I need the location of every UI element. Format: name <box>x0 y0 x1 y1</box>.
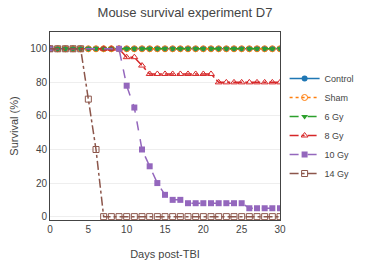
svg-text:14 Gy: 14 Gy <box>325 169 350 179</box>
svg-text:100: 100 <box>30 43 47 54</box>
svg-text:80: 80 <box>36 77 48 88</box>
svg-text:25: 25 <box>236 224 248 235</box>
svg-text:0: 0 <box>41 211 47 222</box>
svg-text:5: 5 <box>86 224 92 235</box>
svg-text:30: 30 <box>274 224 286 235</box>
svg-text:60: 60 <box>36 110 48 121</box>
svg-text:Days post-TBI: Days post-TBI <box>130 248 200 260</box>
svg-text:Sham: Sham <box>325 93 349 103</box>
svg-text:20: 20 <box>198 224 210 235</box>
svg-text:Mouse survival experiment D7: Mouse survival experiment D7 <box>98 5 273 20</box>
svg-text:8 Gy: 8 Gy <box>325 131 345 141</box>
svg-text:10 Gy: 10 Gy <box>325 150 350 160</box>
svg-text:0: 0 <box>47 224 53 235</box>
svg-text:Survival (%): Survival (%) <box>8 96 20 155</box>
svg-text:40: 40 <box>36 144 48 155</box>
svg-text:6 Gy: 6 Gy <box>325 112 345 122</box>
svg-text:20: 20 <box>36 178 48 189</box>
svg-text:Control: Control <box>325 74 354 84</box>
svg-text:10: 10 <box>121 224 133 235</box>
svg-text:15: 15 <box>159 224 171 235</box>
